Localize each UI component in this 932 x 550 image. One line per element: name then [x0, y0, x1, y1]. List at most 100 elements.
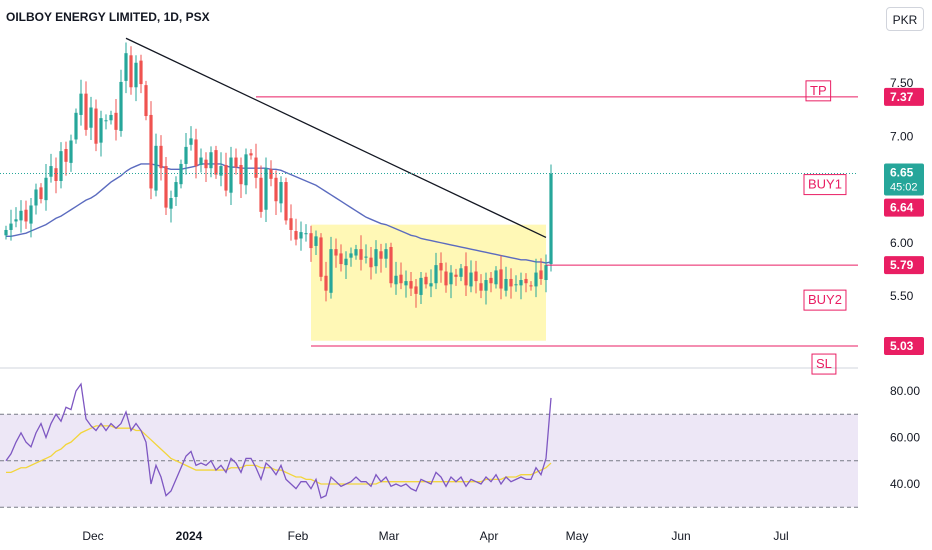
candle — [534, 258, 538, 298]
candle — [219, 152, 223, 187]
candle-body — [234, 157, 238, 168]
candle — [79, 79, 83, 126]
trendline[interactable] — [125, 37, 547, 239]
candle — [329, 236, 333, 299]
candle — [94, 99, 98, 152]
rsi-axis[interactable]: 80.00 60.00 40.00 — [890, 384, 920, 491]
candle — [429, 269, 433, 298]
candle — [299, 221, 303, 251]
candle-body — [59, 151, 63, 181]
candle — [349, 247, 353, 267]
candle — [129, 46, 133, 95]
currency-button[interactable]: PKR — [886, 7, 924, 31]
candle-body — [444, 271, 448, 286]
candle-body — [184, 146, 188, 164]
price-tag — [884, 337, 924, 356]
candle — [149, 101, 153, 200]
candle — [489, 272, 493, 293]
candle-body — [284, 182, 288, 221]
price-tag-label: 5.03 — [890, 339, 914, 353]
candle-body — [109, 114, 113, 121]
candle-body — [214, 150, 218, 175]
candle — [144, 80, 148, 121]
candle-body — [84, 93, 88, 130]
candle — [479, 274, 483, 299]
candle — [259, 165, 263, 218]
time-tick: Apr — [480, 529, 499, 543]
candle — [394, 261, 398, 295]
candle-body — [259, 177, 263, 212]
candle-body — [404, 281, 408, 286]
candle-body — [104, 120, 108, 122]
price-levels: TP BUY1 BUY2 SL — [0, 80, 858, 375]
candle-body — [409, 281, 413, 289]
candle — [359, 235, 363, 271]
candle — [294, 218, 298, 246]
candle — [469, 260, 473, 293]
candle-body — [204, 159, 208, 169]
candle — [524, 273, 528, 293]
candle — [184, 133, 188, 175]
candle — [544, 254, 548, 293]
candle-body — [429, 283, 433, 287]
candle-body — [314, 236, 318, 246]
time-axis[interactable]: Dec 2024 Feb Mar Apr May Jun Jul — [82, 529, 788, 543]
candle-body — [134, 62, 138, 88]
candle — [179, 159, 183, 189]
candle — [229, 146, 233, 205]
candle-body — [174, 182, 178, 197]
candle-body — [469, 272, 473, 287]
price-tick: 7.00 — [890, 129, 914, 143]
candle-body — [254, 157, 258, 178]
candle — [84, 81, 88, 136]
candle-body — [274, 177, 278, 202]
candle — [509, 268, 513, 299]
candle — [59, 142, 63, 189]
candle-body — [334, 249, 338, 256]
candle — [304, 224, 308, 242]
candle-body — [524, 278, 528, 284]
candle-body — [294, 231, 298, 240]
candle-body — [129, 55, 133, 88]
candle — [389, 242, 393, 288]
candle-body — [414, 286, 418, 294]
candle — [279, 176, 283, 213]
candle — [249, 149, 253, 160]
candle — [539, 258, 543, 285]
price-tag-label: 5.79 — [890, 258, 914, 272]
candle — [239, 157, 243, 199]
candle-body — [384, 249, 388, 259]
candle — [174, 176, 178, 207]
candle — [204, 152, 208, 183]
candle-body — [119, 81, 123, 131]
candle — [284, 177, 288, 225]
candle — [44, 163, 48, 211]
candle-body — [4, 229, 8, 236]
candle-body — [79, 93, 83, 115]
candle-body — [434, 265, 438, 284]
candle — [29, 198, 33, 238]
candle-body — [374, 249, 378, 267]
candle — [104, 114, 108, 130]
rsi-tick: 40.00 — [890, 477, 920, 491]
candle — [504, 266, 508, 297]
candle-body — [509, 278, 513, 287]
candle-body — [289, 218, 293, 230]
candle-body — [229, 157, 233, 193]
candle-body — [34, 189, 38, 206]
candle — [404, 270, 408, 298]
candle — [199, 148, 203, 173]
candle — [244, 148, 248, 195]
candle — [209, 146, 213, 178]
candle — [374, 240, 378, 274]
candle-body — [349, 253, 353, 258]
candle-body — [534, 272, 538, 287]
candle-body — [464, 266, 468, 286]
candle-body — [9, 223, 13, 230]
level-name: BUY2 — [808, 292, 842, 307]
price-axis[interactable]: 7.37 6.65 45:02 6.64 5.79 5.03 7.50 7.00 6.00 5.5… — [884, 76, 924, 356]
candle — [49, 153, 53, 183]
candle — [499, 255, 503, 300]
candle-body — [494, 270, 498, 285]
